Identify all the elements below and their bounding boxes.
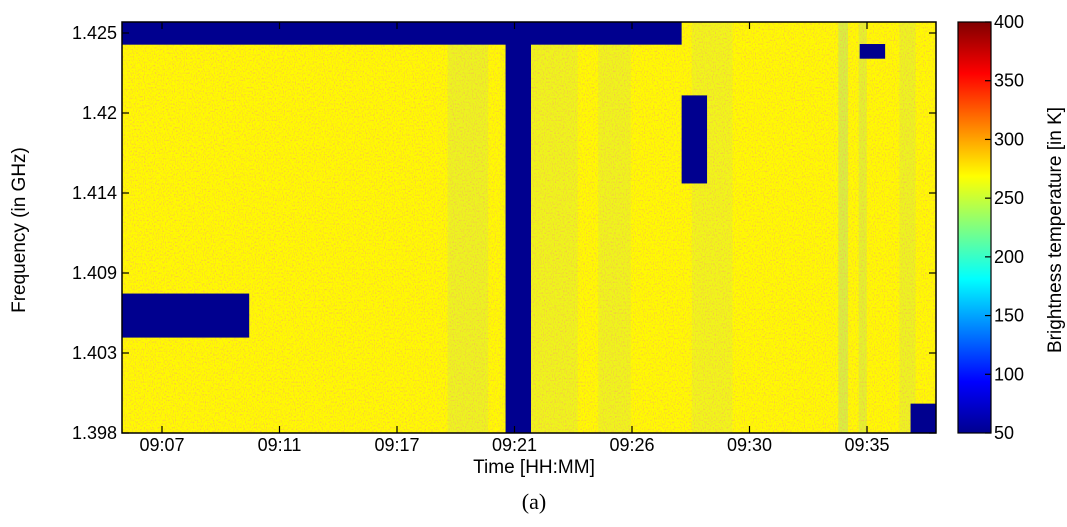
colorbar xyxy=(957,21,992,434)
x-tick-label: 09:21 xyxy=(492,435,537,455)
rfi-features xyxy=(122,22,936,433)
rfi-horizontal-band xyxy=(122,22,682,45)
colorbar-tick-label: 100 xyxy=(994,364,1024,384)
y-tick-label: 1.42 xyxy=(82,103,117,123)
y-tick-label: 1.409 xyxy=(72,263,117,283)
rfi-vertical-band xyxy=(505,22,531,433)
colorbar-tick-label: 200 xyxy=(994,247,1024,267)
colorbar-tick-label: 150 xyxy=(994,306,1024,326)
rfi-block xyxy=(122,293,250,338)
x-tick-label: 09:35 xyxy=(844,435,889,455)
plot-area xyxy=(122,22,936,433)
x-tick-label: 09:11 xyxy=(258,435,302,455)
y-tick-label: 1.414 xyxy=(72,183,117,203)
colorbar-tick-label: 250 xyxy=(994,188,1024,208)
plot-frame xyxy=(121,21,937,434)
colorbar-tick-label: 350 xyxy=(994,71,1024,91)
colorbar-tick-label: 300 xyxy=(994,129,1024,149)
y-tick-label: 1.398 xyxy=(72,423,117,443)
x-axis-ticks: 09:07 09:11 09:17 09:21 09:26 09:30 09:35 xyxy=(139,22,890,455)
rfi-block xyxy=(681,95,708,184)
x-tick-label: 09:07 xyxy=(139,435,184,455)
colorbar-tick-label: 400 xyxy=(994,12,1024,32)
figure-caption: (a) xyxy=(522,489,546,514)
y-axis-ticks: 1.398 1.403 1.409 1.414 1.42 1.425 xyxy=(72,23,936,443)
rfi-block xyxy=(859,44,886,59)
x-tick-label: 09:30 xyxy=(727,435,772,455)
x-axis-label: Time [HH:MM] xyxy=(473,457,595,478)
x-tick-label: 09:26 xyxy=(609,435,654,455)
y-tick-label: 1.403 xyxy=(72,343,117,363)
x-tick-label: 09:17 xyxy=(374,435,419,455)
colorbar-tick-label: 50 xyxy=(994,423,1014,443)
colorbar-ticks: 50 100 150 200 250 300 350 400 xyxy=(985,12,1024,443)
y-tick-label: 1.425 xyxy=(72,23,117,43)
y-axis-label: Frequency (in GHz) xyxy=(9,147,30,313)
colorbar-label: Brightness temperature [in K] xyxy=(1045,107,1066,353)
rfi-block xyxy=(910,403,936,433)
